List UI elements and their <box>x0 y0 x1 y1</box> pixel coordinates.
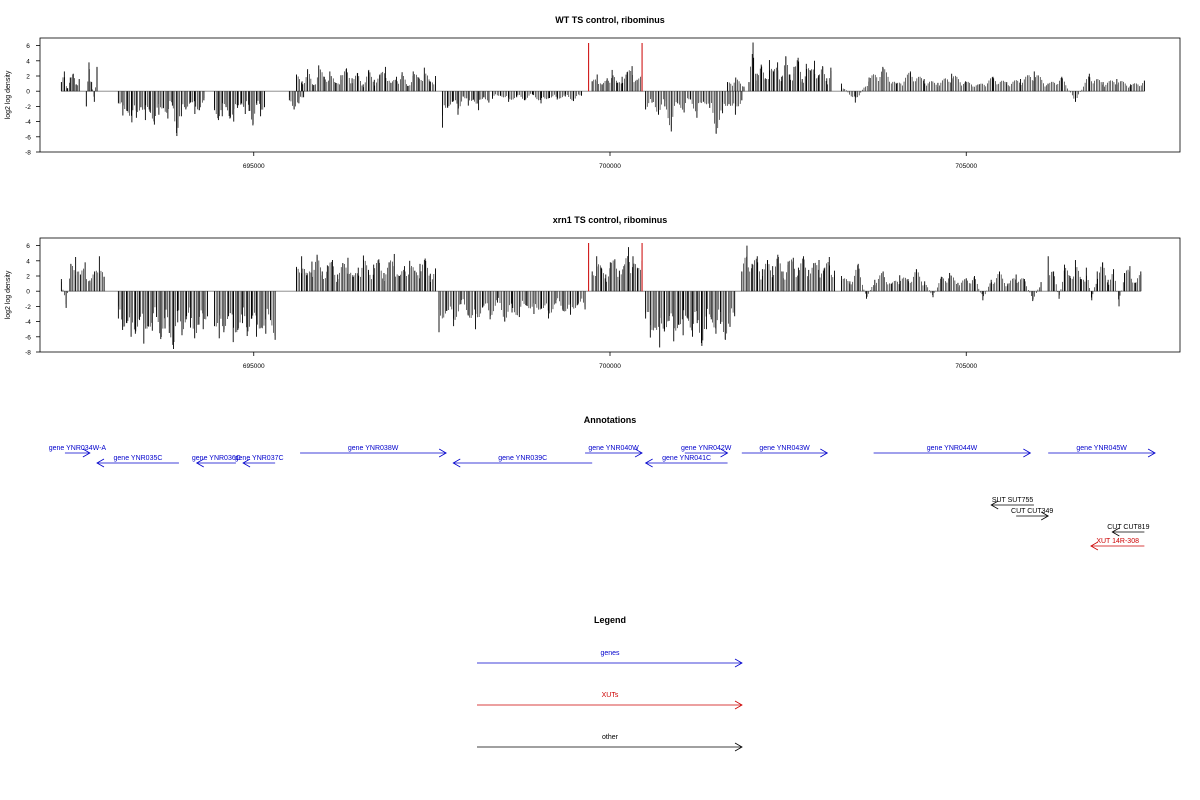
arrow-head <box>1090 541 1099 551</box>
arrow-head <box>82 448 91 458</box>
feature-label: gene YNR035C <box>114 455 163 462</box>
panel-title: WT TS control, ribominus <box>555 15 665 25</box>
legend-label: other <box>602 734 619 741</box>
arrow-head <box>820 448 829 458</box>
arrow-head <box>195 458 204 468</box>
annotation-feature: gene YNR041C <box>644 455 728 468</box>
annotation-feature: gene YNR039C <box>452 455 593 468</box>
feature-label: gene YNR042W <box>681 445 732 452</box>
arrow-head <box>1147 448 1156 458</box>
annotation-feature: gene YNR035C <box>96 455 179 468</box>
xrn1-density-panel: xrn1 TS control, ribominus log2 log dens… <box>5 215 1181 370</box>
y-tick-label: 4 <box>26 58 30 65</box>
arrow-head <box>990 500 999 510</box>
y-tick-label: -2 <box>25 304 31 311</box>
annotation-feature: gene YNR038W <box>300 445 447 458</box>
x-tick-label: 705000 <box>955 363 977 370</box>
x-tick-label: 695000 <box>243 363 265 370</box>
legend-label: genes <box>600 650 620 657</box>
x-tick-label: 705000 <box>955 163 977 170</box>
arrow-head <box>644 458 653 468</box>
y-tick-label: 6 <box>26 43 30 50</box>
annotation-feature: gene YNR034W-A <box>49 445 107 458</box>
legend-item: other <box>477 734 743 752</box>
legend: Legend genes XUTs other <box>477 615 743 752</box>
y-tick-label: -8 <box>25 350 31 357</box>
y-tick-label: 0 <box>26 89 30 96</box>
annotation-feature: gene YNR037C <box>235 455 284 468</box>
plot-frame <box>39 237 1181 353</box>
arrow-head <box>634 448 643 458</box>
annotations-title: Annotations <box>584 415 637 425</box>
y-tick-label: 0 <box>26 289 30 296</box>
arrow-head <box>1040 511 1049 521</box>
plot-frame <box>39 37 1181 153</box>
arrow-head <box>1023 448 1032 458</box>
panel-title: xrn1 TS control, ribominus <box>553 215 668 225</box>
feature-label: gene YNR036C <box>192 455 241 462</box>
legend-item: genes <box>477 650 743 668</box>
y-axis-label: log2 log density <box>5 270 12 319</box>
annotation-feature: CUT CUT819 <box>1107 524 1150 537</box>
arrow-head <box>720 448 729 458</box>
annotation-feature: CUT CUT349 <box>1011 508 1053 521</box>
x-tick-label: 695000 <box>243 163 265 170</box>
feature-label: gene YNR041C <box>662 455 711 462</box>
y-tick-label: -4 <box>25 319 31 326</box>
feature-label: gene YNR040W <box>588 445 639 452</box>
feature-label: gene YNR034W-A <box>49 445 107 452</box>
annotation-feature: gene YNR036C <box>192 455 241 468</box>
y-axis-label: log2 log density <box>5 70 12 119</box>
legend-label: XUTs <box>602 692 619 699</box>
feature-label: gene YNR043W <box>759 445 810 452</box>
annotation-feature: SUT SUT755 <box>990 497 1034 510</box>
feature-label: gene YNR038W <box>348 445 399 452</box>
feature-label: CUT CUT349 <box>1011 508 1053 515</box>
arrow-head <box>734 700 743 710</box>
legend-item: XUTs <box>477 692 743 710</box>
wt-density-panel: WT TS control, ribominus log2 log densit… <box>5 15 1181 170</box>
y-tick-label: -2 <box>25 104 31 111</box>
x-tick-label: 700000 <box>599 363 621 370</box>
arrow-head <box>734 742 743 752</box>
arrow-head <box>96 458 105 468</box>
x-tick-label: 700000 <box>599 163 621 170</box>
y-tick-label: 6 <box>26 243 30 250</box>
feature-label: gene YNR039C <box>498 455 547 462</box>
feature-label: gene YNR037C <box>235 455 284 462</box>
annotation-feature: gene YNR045W <box>1048 445 1156 458</box>
feature-label: CUT CUT819 <box>1107 524 1149 531</box>
arrow-head <box>452 458 461 468</box>
y-tick-label: -6 <box>25 334 31 341</box>
arrow-head <box>438 448 447 458</box>
annotation-feature: XUT 14R-308 <box>1090 538 1145 551</box>
feature-label: XUT 14R-308 <box>1096 538 1139 545</box>
y-tick-label: -4 <box>25 119 31 126</box>
annotation-feature: gene YNR043W <box>741 445 829 458</box>
feature-label: gene YNR044W <box>927 445 978 452</box>
legend-title: Legend <box>594 615 626 625</box>
arrow-head <box>242 458 251 468</box>
y-tick-label: 2 <box>26 274 30 281</box>
annotations-track: Annotations gene YNR034W-A gene YNR035C ge… <box>49 415 1156 551</box>
y-tick-label: 2 <box>26 74 30 81</box>
arrow-head <box>1111 527 1120 537</box>
feature-label: SUT SUT755 <box>992 497 1034 504</box>
annotation-feature: gene YNR042W <box>681 445 732 458</box>
feature-label: gene YNR045W <box>1076 445 1127 452</box>
y-tick-label: -6 <box>25 134 31 141</box>
y-tick-label: 4 <box>26 258 30 265</box>
annotation-feature: gene YNR044W <box>873 445 1032 458</box>
annotation-feature: gene YNR040W <box>585 445 643 458</box>
arrow-head <box>734 658 743 668</box>
y-tick-label: -8 <box>25 150 31 157</box>
